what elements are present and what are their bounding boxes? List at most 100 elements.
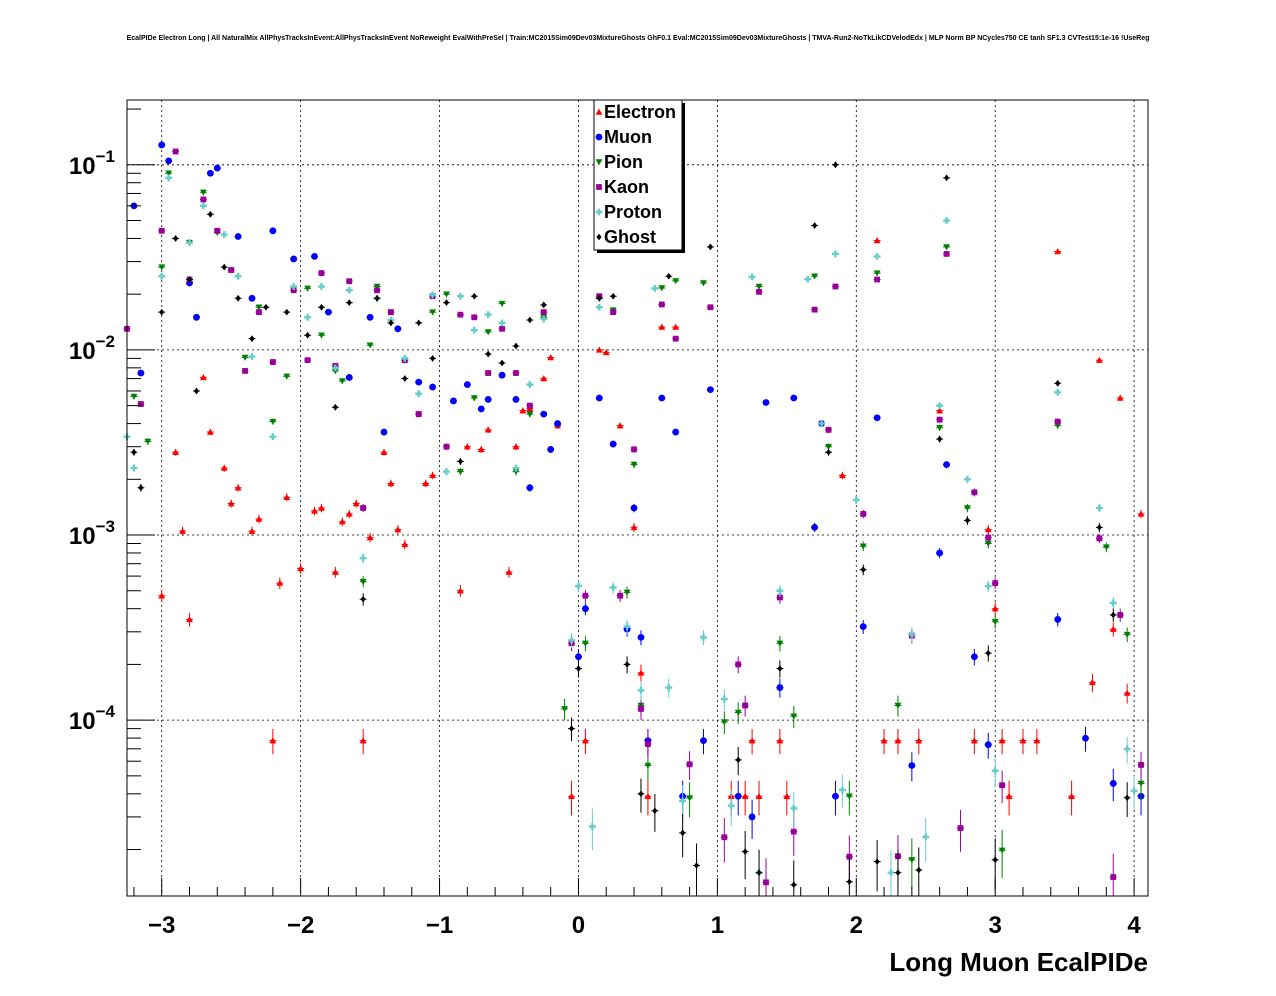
data-point	[644, 762, 652, 769]
data-point	[756, 869, 762, 877]
data-point	[248, 353, 256, 361]
data-point	[318, 283, 325, 290]
legend-entry-ghost: Ghost	[604, 227, 656, 247]
legend-marker	[595, 108, 603, 115]
data-point	[582, 640, 589, 647]
data-point	[846, 853, 853, 860]
legend-marker	[596, 233, 602, 241]
data-point	[637, 686, 645, 694]
data-point	[401, 540, 409, 548]
data-point	[470, 326, 478, 334]
data-point	[944, 174, 950, 182]
data-point	[228, 267, 235, 273]
data-point	[790, 713, 798, 720]
data-point	[165, 157, 173, 165]
data-point	[513, 342, 519, 350]
data-point	[1123, 631, 1131, 638]
data-point	[776, 684, 784, 691]
data-point	[429, 383, 437, 391]
data-point	[290, 287, 297, 294]
data-point	[311, 507, 318, 514]
legend-entry-kaon: Kaon	[604, 177, 649, 197]
data-point	[499, 359, 505, 367]
data-point	[859, 623, 867, 631]
data-point	[630, 523, 638, 531]
data-point	[595, 303, 603, 311]
data-point	[617, 592, 624, 599]
data-point	[388, 319, 394, 327]
data-point	[852, 496, 860, 504]
data-point	[873, 237, 881, 244]
data-point	[1123, 689, 1131, 696]
data-point	[430, 354, 436, 362]
data-point	[693, 862, 700, 869]
data-point	[666, 272, 672, 280]
data-point	[763, 879, 769, 886]
data-point	[415, 411, 422, 417]
data-point	[741, 792, 749, 799]
data-point	[609, 584, 617, 591]
data-point	[811, 306, 818, 313]
data-point	[345, 286, 353, 294]
data-point	[776, 640, 784, 647]
series-kaon	[123, 148, 1145, 896]
data-point	[762, 399, 770, 406]
data-point	[1005, 792, 1013, 799]
data-point	[658, 301, 665, 308]
data-point	[575, 665, 582, 672]
data-point	[971, 489, 978, 496]
data-point	[624, 661, 630, 668]
data-point	[519, 407, 527, 414]
data-point	[235, 294, 241, 302]
data-point	[366, 534, 374, 541]
data-point	[1109, 625, 1117, 632]
data-point	[290, 255, 298, 263]
data-point	[665, 684, 673, 691]
data-point	[471, 292, 477, 300]
data-point	[394, 526, 402, 533]
data-point	[776, 587, 784, 595]
data-point	[297, 565, 305, 572]
data-point	[1082, 734, 1089, 742]
data-point	[964, 475, 971, 483]
data-point	[894, 702, 902, 709]
data-point	[193, 313, 200, 321]
data-point	[512, 468, 520, 476]
data-point	[651, 284, 659, 292]
data-point	[346, 278, 353, 285]
data-point	[456, 292, 464, 300]
data-point	[790, 394, 798, 402]
data-point	[943, 244, 950, 251]
data-point	[748, 273, 756, 281]
data-point	[165, 170, 173, 177]
data-point	[179, 527, 186, 534]
data-point	[1055, 379, 1061, 387]
data-point	[845, 793, 853, 800]
data-point	[623, 589, 631, 596]
data-point	[998, 737, 1006, 744]
data-point	[241, 354, 249, 361]
data-point	[269, 418, 277, 425]
data-point	[338, 378, 346, 385]
data-point	[1096, 535, 1103, 542]
data-point	[755, 792, 763, 799]
data-point	[360, 505, 367, 511]
data-point	[131, 448, 137, 456]
data-point	[832, 161, 838, 169]
data-point	[269, 227, 277, 235]
data-point	[720, 695, 728, 703]
legend-entry-muon: Muon	[604, 127, 652, 147]
data-point	[970, 653, 978, 661]
data-point	[457, 311, 464, 318]
data-point	[568, 725, 575, 733]
data-point	[234, 272, 242, 280]
data-point	[1095, 356, 1103, 363]
data-point	[991, 619, 999, 626]
data-point	[1102, 544, 1110, 551]
data-point	[138, 401, 144, 407]
data-point	[992, 856, 998, 864]
data-point	[860, 566, 866, 574]
y-tick-label: 10−4	[69, 702, 116, 735]
data-point	[1109, 780, 1117, 787]
data-point	[499, 325, 505, 332]
